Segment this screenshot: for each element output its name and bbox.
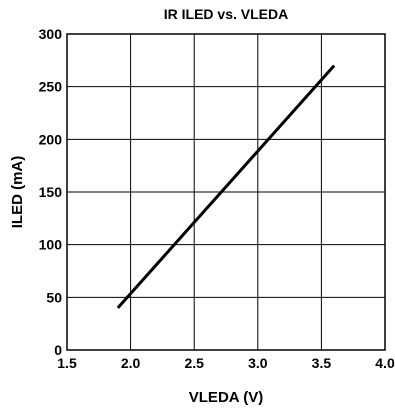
x-axis-label: VLEDA (V) — [189, 389, 263, 406]
series-line — [116, 64, 336, 309]
y-axis-label: ILED (mA) — [9, 156, 26, 229]
x-tick-label: 2.0 — [121, 355, 141, 371]
x-tick-label: 4.0 — [375, 355, 395, 371]
chart-title: IR ILED vs. VLEDA — [164, 6, 288, 22]
y-tick-label: 300 — [39, 26, 63, 42]
x-tick-label: 3.0 — [248, 355, 268, 371]
y-axis-ticks: 0 50 100 150 200 250 300 — [39, 26, 63, 358]
plot-area — [66, 33, 386, 351]
x-tick-label: 3.5 — [312, 355, 332, 371]
x-tick-label: 2.5 — [184, 355, 204, 371]
grid — [66, 33, 386, 351]
x-axis-ticks: 1.5 2.0 2.5 3.0 3.5 4.0 — [57, 355, 395, 371]
y-tick-label: 0 — [54, 342, 62, 358]
y-tick-label: 50 — [46, 289, 62, 305]
y-tick-label: 200 — [39, 131, 63, 147]
x-tick-label: 1.5 — [57, 355, 77, 371]
y-tick-label: 100 — [39, 237, 63, 253]
y-tick-label: 250 — [39, 79, 63, 95]
series-layer — [116, 64, 336, 309]
y-tick-label: 150 — [39, 184, 63, 200]
